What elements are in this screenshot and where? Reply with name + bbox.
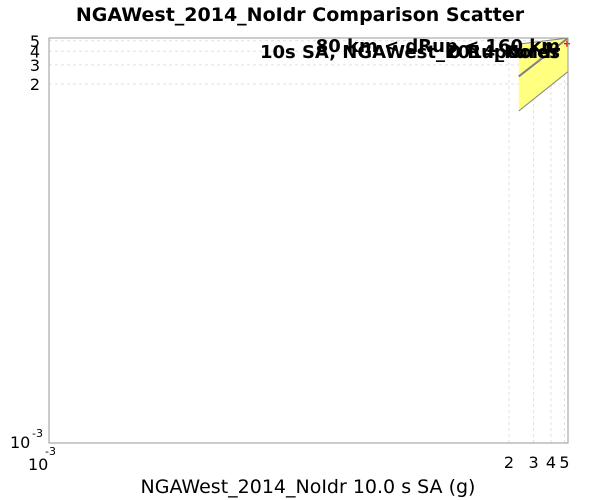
x-tick-label: 4: [546, 453, 556, 472]
x-axis-label: NGAWest_2014_NoIdr 10.0 s SA (g): [141, 476, 476, 498]
annotation-text: 80 km < dRup < 160 km: [316, 36, 560, 57]
data-point: [564, 40, 570, 47]
annotation-text: 0 Ruptures: [448, 42, 560, 63]
uncertainty-band-layer: [518, 37, 569, 112]
svg-text:-3: -3: [45, 445, 56, 458]
x-corner-tick-label: 10-3: [28, 445, 56, 474]
uncertainty-band: [518, 38, 568, 111]
grid-lines: [49, 38, 568, 443]
band-upper-edge: [518, 37, 569, 45]
annotation-text: 10s SA, NGAWest_2014_NoIdr: [260, 42, 560, 63]
svg-text:10: 10: [10, 433, 30, 452]
corner-tick-labels: 10 -310-3: [10, 427, 56, 474]
one-to-one-line: [518, 37, 569, 78]
svg-text:10: 10: [28, 455, 48, 474]
chart-title: NGAWest_2014_NoIdr Comparison Scatter: [76, 4, 525, 26]
reference-line-layer: [518, 37, 569, 78]
y-tick-label: 3: [30, 56, 40, 75]
x-tick-label: 2: [504, 453, 514, 472]
x-tick-label: 5: [559, 453, 569, 472]
band-lower-edge: [518, 71, 569, 112]
y-corner-tick-label: 10 -3: [10, 427, 43, 452]
x-tick-label: 3: [528, 453, 538, 472]
plot-area-border: [48, 37, 569, 444]
y-tick-label: 2: [30, 75, 40, 94]
y-tick-label: 4: [30, 42, 40, 61]
svg-text:-3: -3: [32, 427, 43, 440]
y-tick-label: 5: [30, 32, 40, 51]
data-points-layer: [564, 40, 570, 47]
